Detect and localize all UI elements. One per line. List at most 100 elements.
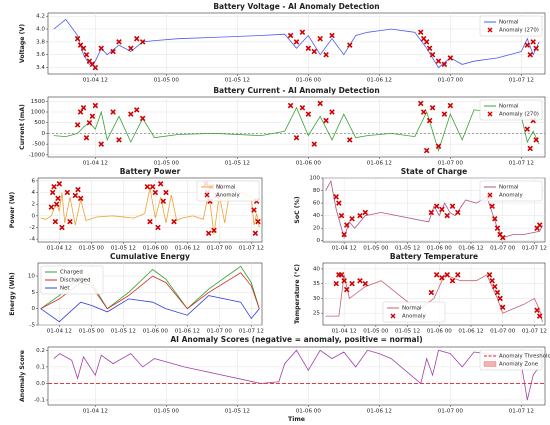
plot-area bbox=[47, 96, 546, 158]
plot-area bbox=[47, 346, 546, 406]
legend: Anomaly Threshold Anomaly Zone bbox=[479, 349, 550, 371]
x-tick-label: 01-04 12 bbox=[47, 329, 72, 335]
anomaly-marker bbox=[133, 35, 140, 42]
anomaly-marker bbox=[492, 283, 498, 290]
anomaly-marker bbox=[449, 277, 456, 284]
x-tick-label: 01-05 00 bbox=[79, 329, 105, 335]
anomaly-marker bbox=[311, 48, 318, 55]
anomaly-marker bbox=[323, 51, 329, 58]
anomaly-marker bbox=[441, 61, 448, 68]
anomaly-marker bbox=[444, 212, 450, 219]
y-tick-label: 3.4 bbox=[36, 65, 45, 71]
y-tick-label: 0.2 bbox=[36, 348, 45, 354]
y-tick-label: 4.2 bbox=[36, 14, 45, 20]
anomaly-marker bbox=[417, 100, 424, 107]
anomaly-marker bbox=[67, 218, 73, 225]
legend-label: Anomaly bbox=[402, 314, 426, 320]
anomaly-marker bbox=[77, 195, 84, 202]
x-tick-label: 01-05 00 bbox=[154, 161, 180, 167]
y-tick-label: 40 bbox=[313, 266, 321, 272]
anomaly-marker bbox=[299, 104, 306, 111]
anomaly-marker bbox=[524, 42, 531, 48]
anomaly-marker bbox=[338, 212, 345, 219]
anomaly-marker bbox=[317, 35, 323, 42]
x-tick-label: 01-06 12 bbox=[367, 409, 392, 415]
anomaly-marker bbox=[74, 122, 81, 128]
anomaly-marker bbox=[444, 272, 450, 278]
x-tick-label: 01-06 12 bbox=[175, 329, 200, 335]
legend-box bbox=[479, 99, 543, 121]
data-line bbox=[325, 179, 543, 239]
anomaly-marker bbox=[449, 203, 456, 210]
anomaly-marker bbox=[362, 209, 369, 216]
y-tick-label: 3.8 bbox=[36, 39, 45, 45]
anomaly-marker bbox=[492, 216, 498, 222]
anomaly-marker bbox=[171, 218, 177, 225]
anomaly-marker bbox=[49, 189, 56, 196]
legend-label: Normal bbox=[402, 306, 422, 312]
y-axis-label: Voltage (V) bbox=[19, 24, 26, 63]
anomaly-marker bbox=[133, 107, 140, 113]
chart-title: Cumulative Energy bbox=[110, 252, 190, 261]
legend-box bbox=[479, 15, 543, 37]
anomaly-marker bbox=[305, 111, 312, 117]
x-tick-label: 01-07 00 bbox=[207, 246, 233, 252]
legend-symbol bbox=[487, 111, 493, 117]
legend-label: Anomaly bbox=[216, 193, 240, 199]
anomaly-marker bbox=[157, 181, 164, 187]
y-tick-label: -5 bbox=[29, 323, 35, 329]
anomaly-marker bbox=[255, 218, 261, 225]
anomaly-marker bbox=[428, 289, 435, 296]
x-tick-label: 01-06 12 bbox=[458, 329, 483, 335]
anomaly-marker bbox=[455, 209, 461, 216]
anomaly-marker bbox=[423, 147, 430, 154]
anomaly-marker bbox=[56, 181, 63, 187]
y-tick-label: 0 bbox=[41, 131, 45, 137]
anomaly-marker bbox=[83, 134, 90, 141]
anomaly-marker bbox=[139, 39, 146, 45]
anomaly-marker bbox=[128, 45, 134, 52]
anomaly-marker bbox=[205, 230, 212, 237]
anomaly-marker bbox=[128, 111, 134, 117]
y-tick-label: 0 bbox=[31, 306, 35, 312]
anomaly-marker bbox=[144, 183, 151, 190]
anomaly-marker bbox=[426, 117, 433, 124]
anomaly-marker bbox=[435, 143, 442, 150]
x-tick-label: 01-05 12 bbox=[225, 78, 250, 84]
anomaly-marker bbox=[80, 104, 87, 111]
y-axis-label: SoC (%) bbox=[294, 196, 301, 223]
anomaly-marker bbox=[346, 42, 353, 48]
anomaly-marker bbox=[293, 39, 300, 45]
anomaly-marker bbox=[527, 51, 533, 58]
anomaly-marker bbox=[110, 48, 116, 55]
anomaly-marker bbox=[346, 137, 353, 143]
anomaly-marker bbox=[447, 55, 454, 61]
legend-box bbox=[382, 301, 446, 323]
anomaly-marker bbox=[160, 198, 167, 205]
y-tick-label: 100 bbox=[309, 176, 320, 182]
anomaly-marker bbox=[524, 126, 531, 132]
anomaly-marker bbox=[59, 224, 65, 231]
x-tick-label: 01-07 12 bbox=[509, 409, 534, 415]
legend-symbol bbox=[487, 192, 493, 198]
legend-symbol bbox=[390, 313, 396, 319]
y-axis-label: Temperature (°C) bbox=[293, 264, 301, 324]
x-tick-label: 01-05 12 bbox=[395, 246, 420, 252]
y-tick-label: 60 bbox=[313, 201, 321, 207]
anomaly-marker bbox=[53, 201, 60, 207]
x-tick-label: 01-07 12 bbox=[509, 161, 534, 167]
legend-label: Normal bbox=[499, 104, 519, 110]
x-tick-label: 01-05 12 bbox=[111, 329, 136, 335]
y-tick-label: -1000 bbox=[29, 152, 46, 158]
data-line bbox=[40, 295, 260, 323]
y-tick-label: -4 bbox=[29, 237, 35, 243]
legend-symbol bbox=[204, 192, 210, 198]
legend-label: Net bbox=[60, 286, 69, 292]
y-tick-label: 6 bbox=[31, 178, 35, 184]
chart-title: Battery Temperature bbox=[390, 252, 478, 261]
x-tick-label: 01-04 12 bbox=[83, 161, 108, 167]
anomaly-marker bbox=[494, 289, 501, 296]
anomaly-marker bbox=[536, 222, 543, 228]
anomaly-marker bbox=[429, 51, 436, 58]
x-tick-label: 01-07 12 bbox=[522, 246, 547, 252]
